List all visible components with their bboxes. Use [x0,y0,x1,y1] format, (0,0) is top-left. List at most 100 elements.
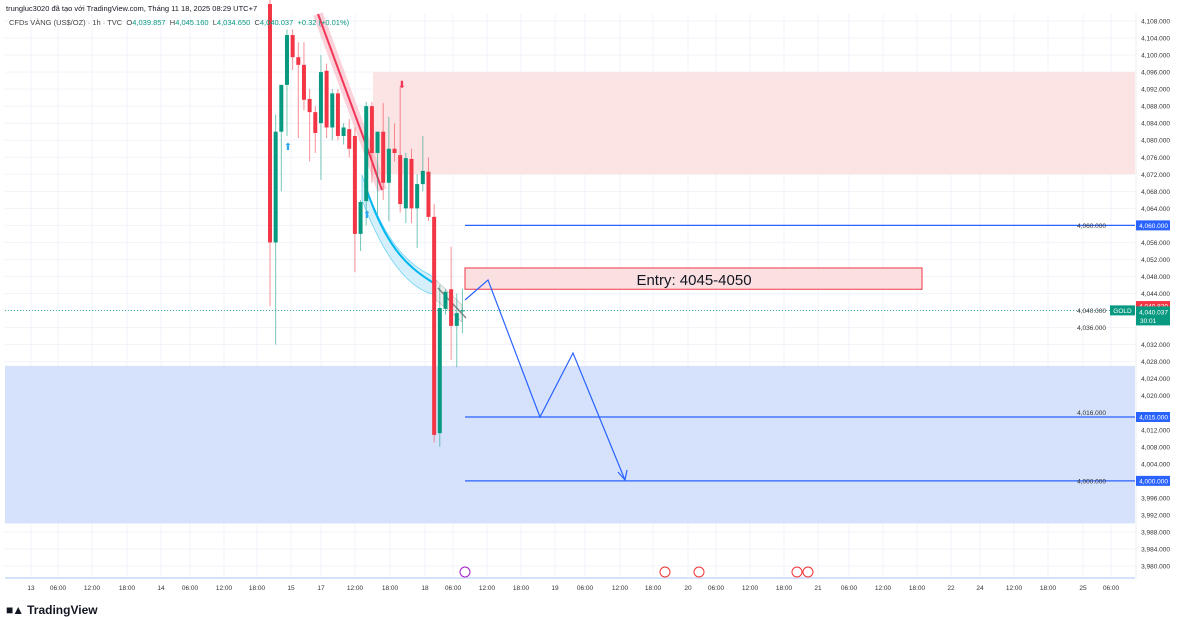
countdown-label: 30:01 [1140,318,1157,325]
time-tick-label: 12:00 [479,585,496,592]
level-price-tag [1136,475,1170,486]
time-tick-label: 19 [551,585,559,592]
price-tick-label: 4,084.000 [1141,121,1170,128]
time-tick-label: 12:00 [612,585,629,592]
price-tick-label: 4,024.000 [1141,376,1170,383]
price-tick-label: 4,104.000 [1141,36,1170,43]
candle-body [352,135,357,234]
supply-zone[interactable] [373,72,1135,175]
time-tick-label: 12:00 [84,585,101,592]
tradingview-logo-icon: ■▲ [6,603,24,617]
price-tick-label: 4,080.000 [1141,138,1170,145]
time-tick-label: 06:00 [50,585,67,592]
high-label: H [169,18,176,27]
us-flag-icon[interactable] [791,566,803,578]
candle-body [296,57,301,65]
time-tick-label: 18:00 [645,585,662,592]
candle-body [318,72,323,124]
projection-path[interactable] [464,278,626,481]
candle-body [437,307,442,434]
last-price-tag [1136,306,1170,326]
buy-arrow-icon: ⬆ [363,210,371,221]
time-tick-label: 12:00 [1006,585,1023,592]
candle-body [335,93,340,136]
time-tick-label: 14 [157,585,165,592]
price-tick-label: 4,096.000 [1141,70,1170,77]
time-tick-label: 17 [317,585,325,592]
time-tick-label: 12:00 [347,585,364,592]
lightning-icon[interactable] [459,566,471,578]
price-tick-label: 4,008.000 [1141,444,1170,451]
us-flag-icon[interactable] [802,566,814,578]
zones [5,72,1135,524]
price-tick-label: 4,088.000 [1141,104,1170,111]
time-tick-label: 12:00 [875,585,892,592]
time-tick-label: 06:00 [577,585,594,592]
arrowhead-icon [617,469,628,482]
candle-body [403,158,408,209]
candle-body [279,84,284,132]
price-tick-label: 4,020.000 [1141,393,1170,400]
time-tick-label: 25 [1079,585,1087,592]
time-tick-label: 06:00 [708,585,725,592]
symbol-tag [1110,305,1135,316]
open-label: O [126,18,133,27]
candle-body [460,310,465,312]
time-axis[interactable]: 13 06:00 12:00 18:00 14 06:00 12:00 18:00 15 17 12… [5,566,1135,592]
us-flag-icon[interactable] [693,566,705,578]
level-price-tag [1136,411,1170,422]
prev-close-tag [1136,301,1170,312]
time-tick-label: 06:00 [445,585,462,592]
price-tick-label: 3,984.000 [1141,546,1170,553]
time-tick-label: 06:00 [182,585,199,592]
price-tick-label: 3,988.000 [1141,529,1170,536]
open-value: 4,039.857 [132,18,166,27]
time-tick-label: 18:00 [1040,585,1057,592]
demand-zone[interactable] [5,365,1135,524]
price-tick-label: 4,056.000 [1141,240,1170,247]
time-tick-label: 18:00 [249,585,266,592]
candle-body [358,201,363,234]
price-tick-label: 4,036.000 [1077,325,1106,332]
price-tick-label: 4,092.000 [1141,87,1170,94]
low-value: 4,034.650 [216,18,251,27]
entry-label[interactable]: Entry: 4045-4050 [636,272,751,289]
price-tick-label: 4,108.000 [1141,19,1170,26]
candle-body [392,148,397,153]
candle-body [313,112,318,133]
time-tick-label: 12:00 [216,585,233,592]
change-value: +0.32 (+0.01%) [297,18,350,27]
time-tick-label: 18:00 [513,585,530,592]
price-tick-label: 3,980.000 [1141,564,1170,571]
time-tick-label: 18:00 [119,585,136,592]
level-price-tag [1136,220,1170,231]
candle-body [290,35,295,58]
us-flag-icon[interactable] [659,566,671,578]
price-tick-label: 4,000.000 [1077,478,1106,485]
price-tick-label: 4,012.000 [1141,427,1170,434]
symbol-name[interactable]: CFDs VÀNG (US$/OZ) · 1h · TVC [9,18,123,27]
brand-name: TradingView [27,603,98,617]
candle-body [449,289,454,326]
price-tick-label: 4,028.000 [1141,359,1170,366]
price-tick-label: 4,072.000 [1141,172,1170,179]
price-tick-label: 4,044.000 [1141,291,1170,298]
price-axis[interactable]: 4,108.000 4,104.000 4,100.000 4,096.000 4,09… [1077,14,1170,578]
price-tick-label: 4,060.000 [1077,223,1106,230]
time-tick-label: 18 [421,585,429,592]
candle-body [386,148,391,183]
last-price-label: 4,040.037 [1139,309,1168,316]
price-tick-label: 3,992.000 [1141,512,1170,519]
candle-body [364,106,369,202]
sell-arrow-icon: ⬇ [398,80,406,91]
drawings[interactable] [5,224,1135,482]
time-tick-label: 18:00 [776,585,793,592]
tradingview-logo[interactable]: ■▲ TradingView [6,603,98,617]
price-tick-label: 4,076.000 [1141,155,1170,162]
time-tick-label: 12:00 [742,585,759,592]
candle-body [301,64,306,100]
time-tick-label: 24 [976,585,984,592]
candle-body [369,106,374,153]
entry-box[interactable] [464,267,923,290]
